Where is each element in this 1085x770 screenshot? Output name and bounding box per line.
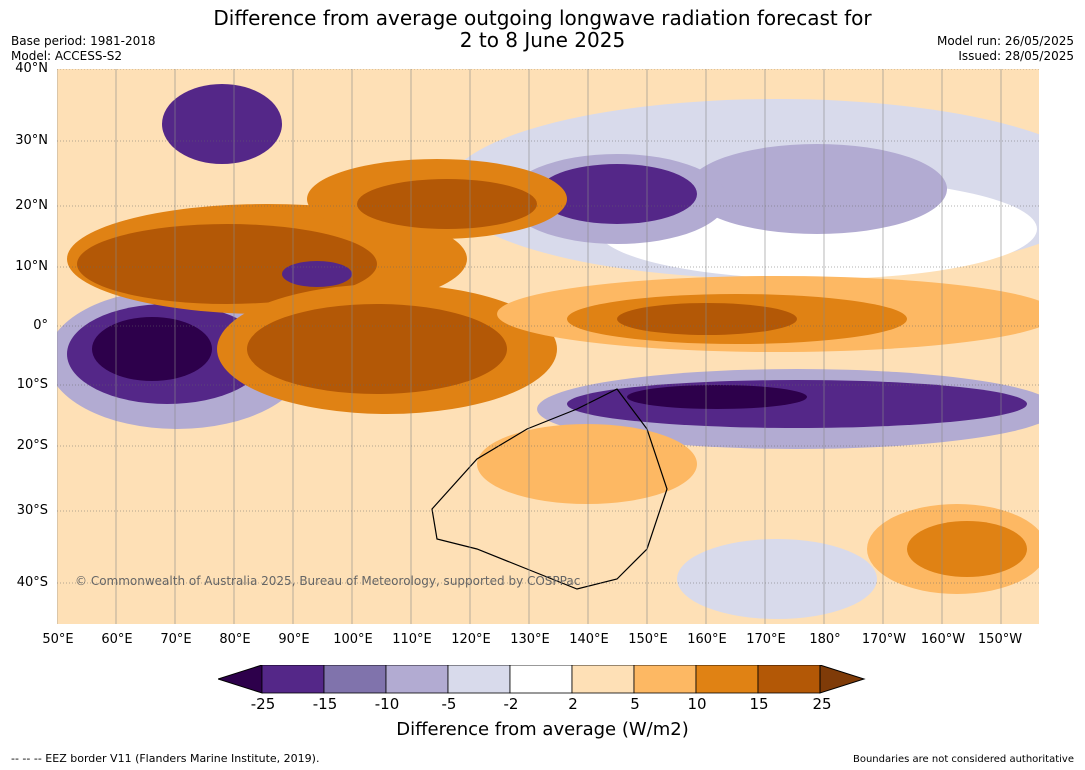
colorbar-tick: 5 bbox=[630, 695, 640, 713]
lon-label: 140°E bbox=[569, 632, 609, 647]
colorbar-segment bbox=[385, 665, 449, 694]
lon-label: 60°E bbox=[101, 632, 133, 647]
issued-date: Issued: 28/05/2025 bbox=[958, 49, 1074, 63]
colorbar-tick: 10 bbox=[687, 695, 707, 713]
bay-of-bengal-negative bbox=[282, 261, 352, 287]
australia-positive bbox=[477, 424, 697, 504]
colorbar-segment bbox=[571, 665, 635, 694]
australia-outline bbox=[431, 388, 668, 590]
colorbar-segment bbox=[633, 665, 697, 694]
lon-label: 160°W bbox=[920, 632, 966, 647]
colorbar-tick: -5 bbox=[441, 695, 457, 713]
east-asia-positive-core bbox=[357, 179, 537, 229]
lat-label-0: 0° bbox=[33, 318, 48, 333]
lon-label: 110°E bbox=[392, 632, 432, 647]
lon-label: 170°W bbox=[861, 632, 907, 647]
spcz-core bbox=[627, 385, 807, 409]
lon-label: 50°E bbox=[42, 632, 74, 647]
colorbar-extend-high bbox=[819, 665, 866, 694]
lon-label: 70°E bbox=[160, 632, 192, 647]
colorbar-tick: -15 bbox=[312, 695, 338, 713]
copyright-notice: © Commonwealth of Australia 2025, Bureau… bbox=[75, 574, 581, 588]
lon-label: 150°W bbox=[977, 632, 1023, 647]
indian-ocean-core bbox=[92, 317, 212, 381]
colorbar-segment bbox=[757, 665, 821, 694]
colorbar-segment bbox=[261, 665, 325, 694]
base-period: Base period: 1981-2018 bbox=[11, 34, 156, 48]
colorbar bbox=[218, 665, 866, 694]
lon-label: 160°E bbox=[687, 632, 727, 647]
colorbar-tick: -25 bbox=[250, 695, 276, 713]
lon-label: 90°E bbox=[278, 632, 310, 647]
colorbar-tick: -2 bbox=[503, 695, 519, 713]
lon-label: 150°E bbox=[628, 632, 668, 647]
lon-label: 180° bbox=[809, 632, 841, 647]
lat-label-10n: 10°N bbox=[15, 259, 48, 274]
map-svg bbox=[57, 69, 1039, 624]
spcz-negative bbox=[567, 380, 1027, 428]
lat-label-30n: 30°N bbox=[15, 133, 48, 148]
lat-label-20n: 20°N bbox=[15, 198, 48, 213]
lon-gridlines bbox=[57, 69, 1002, 624]
colorbar-tick: -10 bbox=[374, 695, 400, 713]
lat-label-10s: 10°S bbox=[16, 377, 48, 392]
model-name: Model: ACCESS-S2 bbox=[11, 49, 123, 63]
lat-label-40n: 40°N bbox=[15, 61, 48, 76]
footer-eez-note: -- -- -- EEZ border V11 (Flanders Marine… bbox=[11, 752, 320, 765]
title-line-2: 2 to 8 June 2025 bbox=[459, 28, 626, 52]
maritime-positive bbox=[247, 304, 507, 394]
tasman-positive-core bbox=[907, 521, 1027, 577]
lon-label: 120°E bbox=[451, 632, 491, 647]
lon-label: 80°E bbox=[219, 632, 251, 647]
colorbar-label: Difference from average (W/m2) bbox=[396, 719, 689, 740]
southern-negative-light bbox=[677, 539, 877, 619]
footer-boundaries-note: Boundaries are not considered authoritat… bbox=[852, 754, 1074, 765]
lat-label-40s: 40°S bbox=[16, 575, 48, 590]
model-run: Model run: 26/05/2025 bbox=[936, 34, 1074, 48]
colorbar-segment bbox=[323, 665, 387, 694]
colorbar-extend-low bbox=[218, 665, 263, 694]
colorbar-segment bbox=[695, 665, 759, 694]
lon-label: 170°E bbox=[746, 632, 786, 647]
colorbar-segment bbox=[447, 665, 511, 694]
colorbar-tick: 2 bbox=[568, 695, 578, 713]
colorbar-segment bbox=[509, 665, 573, 694]
pacific-positive-core bbox=[617, 303, 797, 335]
lon-label: 130°E bbox=[510, 632, 550, 647]
north-pacific-negative bbox=[687, 144, 947, 234]
lat-label-30s: 30°S bbox=[16, 503, 48, 518]
title-line-1: Difference from average outgoing longwav… bbox=[213, 6, 872, 30]
lat-label-20s: 20°S bbox=[16, 438, 48, 453]
colorbar-tick: 15 bbox=[749, 695, 769, 713]
colorbar-tick: 25 bbox=[812, 695, 832, 713]
west-pacific-strong-negative bbox=[537, 164, 697, 224]
olr-anomaly-map bbox=[57, 69, 1039, 624]
lon-label: 100°E bbox=[333, 632, 373, 647]
tibet-negative bbox=[162, 84, 282, 164]
